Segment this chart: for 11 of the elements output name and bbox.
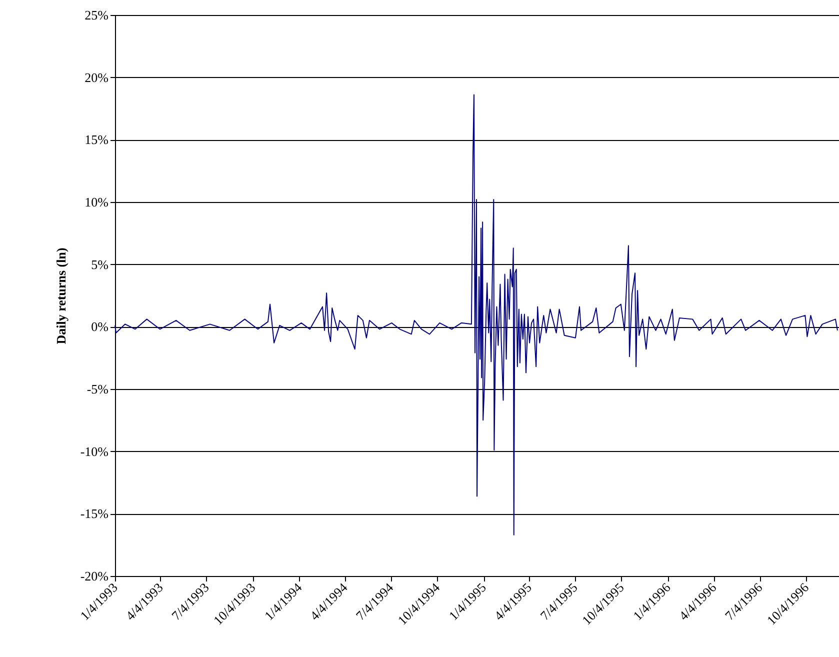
y-tick-label: 0% <box>91 319 109 334</box>
y-tick-label: -10% <box>80 444 109 459</box>
y-tick-label: 5% <box>91 256 109 272</box>
y-tick-label: -5% <box>86 382 109 396</box>
y-tick-label: 10% <box>84 194 109 210</box>
y-tick-label: 15% <box>84 132 109 148</box>
y-tick-label: 25% <box>84 8 109 22</box>
y-tick-label: 20% <box>84 70 109 85</box>
y-axis-title: Daily returns (ln) <box>53 248 68 344</box>
y-tick-label: -15% <box>80 506 109 522</box>
y-tick-label: -20% <box>80 568 109 584</box>
